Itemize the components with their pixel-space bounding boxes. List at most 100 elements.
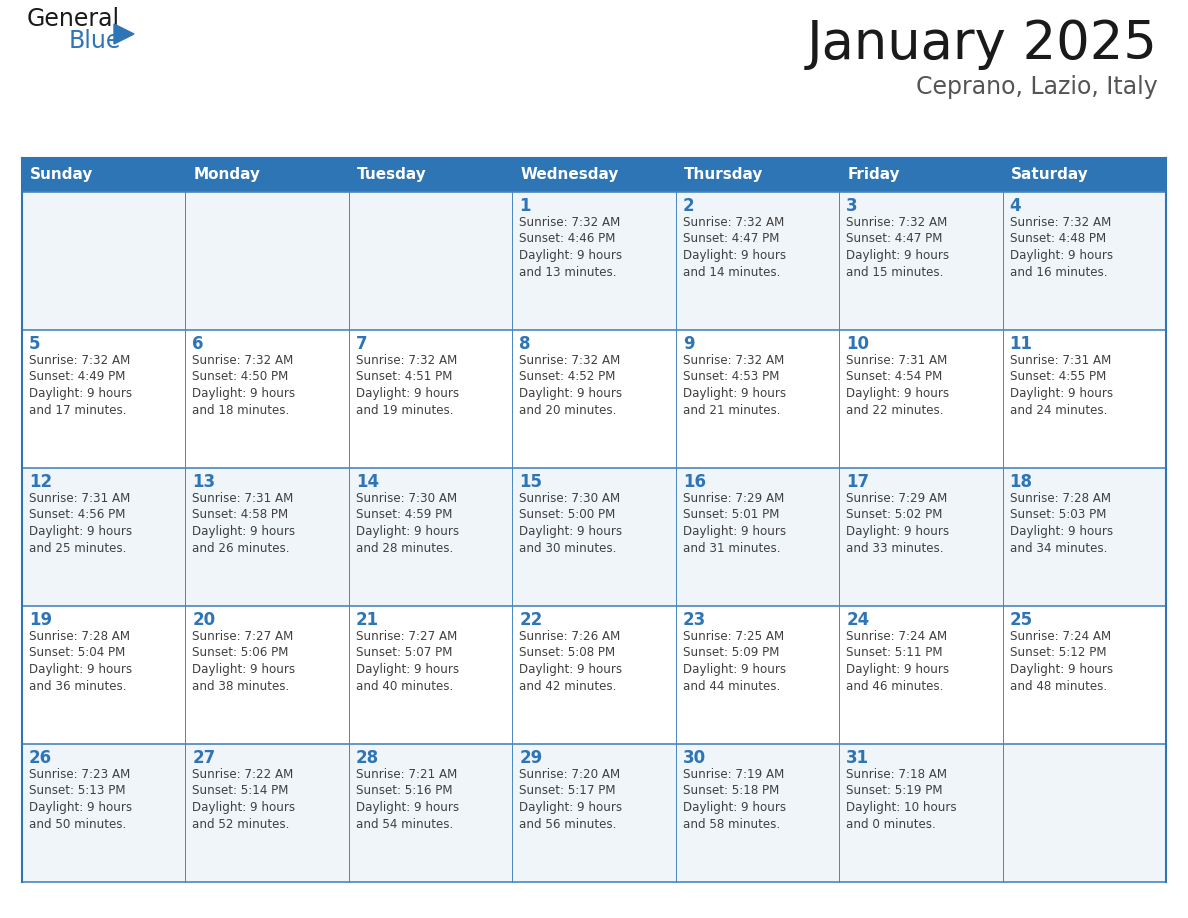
Text: 23: 23 bbox=[683, 611, 706, 629]
Text: and 21 minutes.: and 21 minutes. bbox=[683, 404, 781, 417]
Text: Monday: Monday bbox=[194, 167, 260, 183]
Text: Sunset: 5:19 PM: Sunset: 5:19 PM bbox=[846, 785, 942, 798]
Bar bbox=[23, 192, 1165, 330]
Text: 1: 1 bbox=[519, 197, 531, 215]
Text: Daylight: 9 hours: Daylight: 9 hours bbox=[683, 525, 785, 538]
Text: Friday: Friday bbox=[847, 167, 899, 183]
Text: Sunset: 4:51 PM: Sunset: 4:51 PM bbox=[356, 371, 453, 384]
Text: and 24 minutes.: and 24 minutes. bbox=[1010, 404, 1107, 417]
Bar bbox=[23, 468, 1165, 606]
Text: Sunrise: 7:30 AM: Sunrise: 7:30 AM bbox=[519, 492, 620, 505]
Text: Daylight: 9 hours: Daylight: 9 hours bbox=[356, 387, 459, 400]
Text: 25: 25 bbox=[1010, 611, 1032, 629]
Text: Sunrise: 7:32 AM: Sunrise: 7:32 AM bbox=[1010, 216, 1111, 229]
Text: and 42 minutes.: and 42 minutes. bbox=[519, 679, 617, 692]
Text: Sunset: 4:53 PM: Sunset: 4:53 PM bbox=[683, 371, 779, 384]
Text: 14: 14 bbox=[356, 473, 379, 491]
Text: Sunset: 5:00 PM: Sunset: 5:00 PM bbox=[519, 509, 615, 521]
Text: Blue: Blue bbox=[69, 29, 121, 53]
Text: Sunrise: 7:20 AM: Sunrise: 7:20 AM bbox=[519, 768, 620, 781]
Text: Sunrise: 7:32 AM: Sunrise: 7:32 AM bbox=[356, 354, 457, 367]
Text: Sunrise: 7:28 AM: Sunrise: 7:28 AM bbox=[1010, 492, 1111, 505]
Text: and 50 minutes.: and 50 minutes. bbox=[29, 818, 126, 831]
Text: 16: 16 bbox=[683, 473, 706, 491]
Text: Saturday: Saturday bbox=[1011, 167, 1088, 183]
Text: Daylight: 9 hours: Daylight: 9 hours bbox=[519, 525, 623, 538]
Text: Sunrise: 7:30 AM: Sunrise: 7:30 AM bbox=[356, 492, 457, 505]
Text: Sunset: 4:58 PM: Sunset: 4:58 PM bbox=[192, 509, 289, 521]
Text: Sunset: 4:48 PM: Sunset: 4:48 PM bbox=[1010, 232, 1106, 245]
Text: Sunrise: 7:23 AM: Sunrise: 7:23 AM bbox=[29, 768, 131, 781]
Text: 24: 24 bbox=[846, 611, 870, 629]
Text: Sunday: Sunday bbox=[30, 167, 94, 183]
Text: Daylight: 9 hours: Daylight: 9 hours bbox=[29, 663, 132, 676]
Text: Daylight: 10 hours: Daylight: 10 hours bbox=[846, 801, 956, 814]
Text: Sunset: 4:52 PM: Sunset: 4:52 PM bbox=[519, 371, 615, 384]
Text: Daylight: 9 hours: Daylight: 9 hours bbox=[192, 387, 296, 400]
Text: and 25 minutes.: and 25 minutes. bbox=[29, 542, 126, 554]
Text: Sunrise: 7:25 AM: Sunrise: 7:25 AM bbox=[683, 630, 784, 643]
Text: 27: 27 bbox=[192, 749, 216, 767]
Text: and 28 minutes.: and 28 minutes. bbox=[356, 542, 453, 554]
Text: 7: 7 bbox=[356, 335, 367, 353]
Text: and 58 minutes.: and 58 minutes. bbox=[683, 818, 779, 831]
Text: 22: 22 bbox=[519, 611, 543, 629]
Text: Sunrise: 7:21 AM: Sunrise: 7:21 AM bbox=[356, 768, 457, 781]
Text: and 16 minutes.: and 16 minutes. bbox=[1010, 265, 1107, 278]
Text: and 48 minutes.: and 48 minutes. bbox=[1010, 679, 1107, 692]
Text: and 33 minutes.: and 33 minutes. bbox=[846, 542, 943, 554]
Text: Sunrise: 7:32 AM: Sunrise: 7:32 AM bbox=[519, 354, 620, 367]
Text: Sunrise: 7:26 AM: Sunrise: 7:26 AM bbox=[519, 630, 620, 643]
Text: and 40 minutes.: and 40 minutes. bbox=[356, 679, 453, 692]
Text: Sunset: 4:49 PM: Sunset: 4:49 PM bbox=[29, 371, 126, 384]
Text: and 18 minutes.: and 18 minutes. bbox=[192, 404, 290, 417]
Text: Daylight: 9 hours: Daylight: 9 hours bbox=[846, 525, 949, 538]
Text: Daylight: 9 hours: Daylight: 9 hours bbox=[29, 525, 132, 538]
Text: Sunset: 4:47 PM: Sunset: 4:47 PM bbox=[683, 232, 779, 245]
Text: 9: 9 bbox=[683, 335, 694, 353]
Text: 31: 31 bbox=[846, 749, 870, 767]
Text: 30: 30 bbox=[683, 749, 706, 767]
Text: Sunrise: 7:31 AM: Sunrise: 7:31 AM bbox=[1010, 354, 1111, 367]
Text: and 44 minutes.: and 44 minutes. bbox=[683, 679, 781, 692]
Text: Daylight: 9 hours: Daylight: 9 hours bbox=[29, 387, 132, 400]
Text: 29: 29 bbox=[519, 749, 543, 767]
Text: Sunset: 5:09 PM: Sunset: 5:09 PM bbox=[683, 646, 779, 659]
Text: Daylight: 9 hours: Daylight: 9 hours bbox=[519, 663, 623, 676]
Text: 12: 12 bbox=[29, 473, 52, 491]
Text: Sunset: 5:03 PM: Sunset: 5:03 PM bbox=[1010, 509, 1106, 521]
Text: 13: 13 bbox=[192, 473, 215, 491]
Text: 5: 5 bbox=[29, 335, 40, 353]
Text: Daylight: 9 hours: Daylight: 9 hours bbox=[192, 663, 296, 676]
Text: Daylight: 9 hours: Daylight: 9 hours bbox=[683, 387, 785, 400]
Text: and 31 minutes.: and 31 minutes. bbox=[683, 542, 781, 554]
Text: Sunset: 4:54 PM: Sunset: 4:54 PM bbox=[846, 371, 942, 384]
Text: Daylight: 9 hours: Daylight: 9 hours bbox=[846, 387, 949, 400]
Text: General: General bbox=[27, 7, 120, 31]
Text: Daylight: 9 hours: Daylight: 9 hours bbox=[519, 249, 623, 262]
Text: 18: 18 bbox=[1010, 473, 1032, 491]
Text: Daylight: 9 hours: Daylight: 9 hours bbox=[356, 801, 459, 814]
Text: Sunset: 5:14 PM: Sunset: 5:14 PM bbox=[192, 785, 289, 798]
Text: Sunrise: 7:32 AM: Sunrise: 7:32 AM bbox=[683, 216, 784, 229]
Text: and 36 minutes.: and 36 minutes. bbox=[29, 679, 126, 692]
Text: Daylight: 9 hours: Daylight: 9 hours bbox=[192, 525, 296, 538]
Text: Thursday: Thursday bbox=[684, 167, 763, 183]
Text: and 34 minutes.: and 34 minutes. bbox=[1010, 542, 1107, 554]
Text: 28: 28 bbox=[356, 749, 379, 767]
Text: Sunset: 5:17 PM: Sunset: 5:17 PM bbox=[519, 785, 615, 798]
Text: 3: 3 bbox=[846, 197, 858, 215]
Text: Sunrise: 7:31 AM: Sunrise: 7:31 AM bbox=[846, 354, 947, 367]
Text: Sunset: 5:12 PM: Sunset: 5:12 PM bbox=[1010, 646, 1106, 659]
Bar bbox=[23, 330, 1165, 468]
Text: and 38 minutes.: and 38 minutes. bbox=[192, 679, 290, 692]
Text: Daylight: 9 hours: Daylight: 9 hours bbox=[683, 249, 785, 262]
Text: and 54 minutes.: and 54 minutes. bbox=[356, 818, 453, 831]
Text: Sunset: 5:04 PM: Sunset: 5:04 PM bbox=[29, 646, 125, 659]
Text: Sunrise: 7:32 AM: Sunrise: 7:32 AM bbox=[192, 354, 293, 367]
Text: Sunrise: 7:19 AM: Sunrise: 7:19 AM bbox=[683, 768, 784, 781]
Text: Sunset: 4:50 PM: Sunset: 4:50 PM bbox=[192, 371, 289, 384]
Text: 21: 21 bbox=[356, 611, 379, 629]
Text: 19: 19 bbox=[29, 611, 52, 629]
Text: Sunrise: 7:32 AM: Sunrise: 7:32 AM bbox=[29, 354, 131, 367]
